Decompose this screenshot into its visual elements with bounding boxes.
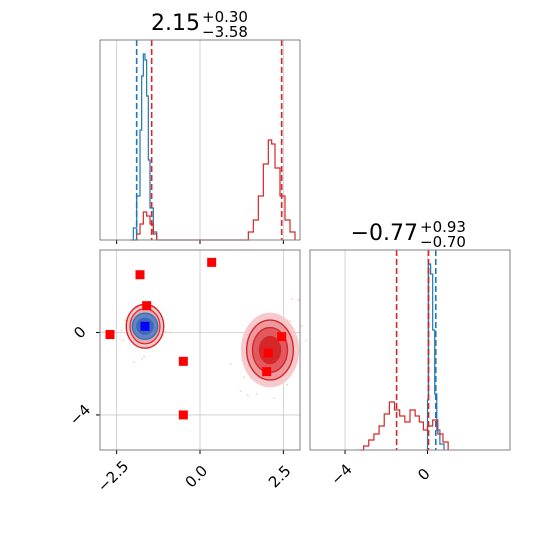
joint-red-marker-7 (263, 348, 273, 358)
joint-sample-dot-71 (300, 325, 303, 328)
joint-sample-dot-45 (122, 339, 125, 342)
joint-red-marker-6 (277, 332, 287, 342)
right-hist-series-1 (359, 401, 449, 451)
right-frame (309, 249, 511, 451)
joint-blue-marker-0 (140, 321, 150, 331)
joint-sample-dot-88 (273, 396, 276, 399)
top-title-value: 2.15 (151, 11, 200, 36)
top-hist-series-1 (133, 139, 296, 241)
joint-red-marker-8 (262, 367, 272, 377)
joint-red-marker-1 (135, 270, 145, 280)
top-title-lower-error: −3.58 (202, 23, 248, 41)
joint-sample-dot-47 (289, 320, 291, 322)
joint-red-marker-2 (142, 301, 152, 311)
joint-red-marker-4 (178, 410, 188, 420)
joint-y-tick-label-1: −4 (66, 401, 94, 429)
right-title-lower-error: −0.70 (420, 233, 466, 251)
joint-red-marker-3 (178, 356, 188, 366)
right-title-value: −0.77 (351, 221, 418, 246)
top-title-upper-error: +0.30 (202, 8, 248, 26)
joint-sample-dot-27 (124, 319, 126, 322)
right-x-tick-label-1: 0 (414, 465, 433, 484)
joint-sample-dot-81 (133, 361, 136, 364)
joint-sample-dot-10 (239, 390, 242, 393)
joint-sample-dot-6 (168, 331, 171, 334)
marginal-y-histogram-panel: −4 0 (309, 249, 511, 489)
joint-sample-dot-38 (255, 393, 258, 395)
joint-sample-dot-30 (141, 357, 144, 360)
top-frame (99, 39, 301, 241)
joint-x-tick-label-2: 2.5 (265, 462, 295, 492)
joint-sample-dot-89 (297, 299, 300, 301)
marginal-x-histogram-panel (99, 39, 301, 244)
joint-sample-dot-70 (229, 363, 232, 366)
right-title-upper-error: +0.93 (420, 218, 466, 236)
joint-y-tick-label-0: 0 (70, 323, 89, 342)
joint-x-tick-label-0: −2.5 (94, 457, 132, 495)
joint-sample-dot-61 (242, 376, 245, 379)
joint-frame (99, 249, 301, 451)
joint-sample-dot-14 (290, 298, 293, 301)
joint-x-tick-label-1: 0.0 (182, 462, 212, 492)
joint-sample-dot-12 (143, 355, 146, 358)
joint-sample-dot-44 (246, 394, 249, 397)
joint-sample-dot-68 (305, 339, 307, 342)
right-x-tick-label-0: −4 (327, 460, 355, 488)
joint-sample-dot-21 (164, 330, 167, 333)
joint-red-marker-5 (207, 257, 217, 267)
joint-sample-dot-84 (120, 329, 123, 332)
joint-contour-panel: −2.5 0.0 2.5 0 −4 (66, 249, 307, 496)
joint-red-marker-0 (105, 330, 115, 340)
joint-sample-dot-65 (286, 383, 288, 386)
